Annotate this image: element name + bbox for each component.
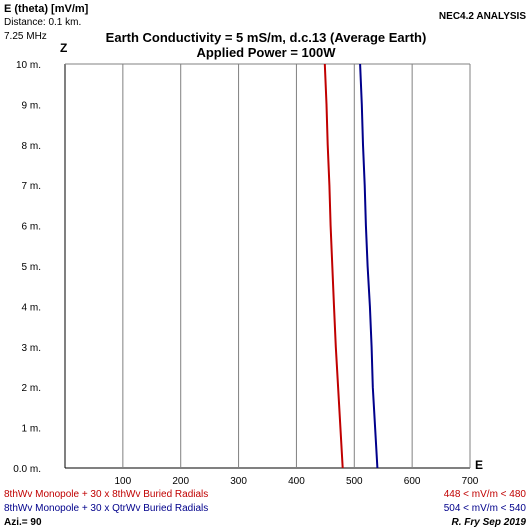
y-tick-label: 10 m. [16, 60, 41, 71]
chart-grid [64, 63, 471, 469]
legend-series1-range: 448 < mV/m < 480 [443, 489, 526, 500]
frequency-label: 7.25 MHz [4, 31, 47, 42]
y-tick-label: 3 m. [22, 343, 41, 354]
series-line-2 [359, 63, 379, 469]
credit-label: R. Fry Sep 2019 [451, 517, 526, 528]
chart-title-line1: Earth Conductivity = 5 mS/m, d.c.13 (Ave… [105, 30, 427, 45]
x-tick-label: 500 [346, 476, 363, 487]
z-axis-label: Z [60, 41, 68, 55]
y-tick-label: 8 m. [22, 141, 41, 152]
x-tick-label: 100 [115, 476, 132, 487]
x-tick-label: 300 [230, 476, 247, 487]
legend-series2-label: 8thWv Monopole + 30 x QtrWv Buried Radia… [4, 503, 209, 514]
azimuth-label: Azi.= 90 [4, 517, 42, 528]
x-tick-label: 600 [404, 476, 421, 487]
y-tick-label: 0.0 m. [13, 464, 41, 475]
y-tick-label: 6 m. [22, 222, 41, 233]
chart-series [323, 63, 379, 469]
y-quantity-label: E (theta) [mV/m] [4, 3, 89, 15]
x-tick-label: 700 [462, 476, 479, 487]
y-tick-label: 9 m. [22, 100, 41, 111]
x-tick-labels: 100 200 300 400 500 600 700 [115, 476, 479, 487]
x-tick-label: 400 [288, 476, 305, 487]
y-tick-labels: 0.0 m. 1 m. 2 m. 3 m. 4 m. 5 m. 6 m. 7 m. 8 m. 9 … [13, 60, 41, 475]
analysis-label: NEC4.2 ANALYSIS [438, 11, 526, 22]
y-tick-label: 4 m. [22, 302, 41, 313]
distance-label: Distance: 0.1 km. [4, 17, 82, 28]
e-axis-label: E [475, 458, 484, 472]
legend-series1-label: 8thWv Monopole + 30 x 8thWv Buried Radia… [4, 489, 209, 500]
y-tick-label: 5 m. [22, 262, 41, 273]
x-tick-label: 200 [172, 476, 189, 487]
y-tick-label: 2 m. [22, 383, 41, 394]
series-line-1 [323, 63, 344, 469]
legend-series2-range: 504 < mV/m < 540 [443, 503, 526, 514]
chart-title-line2: Applied Power = 100W [196, 45, 336, 60]
y-tick-label: 1 m. [22, 424, 41, 435]
y-tick-label: 7 m. [22, 181, 41, 192]
